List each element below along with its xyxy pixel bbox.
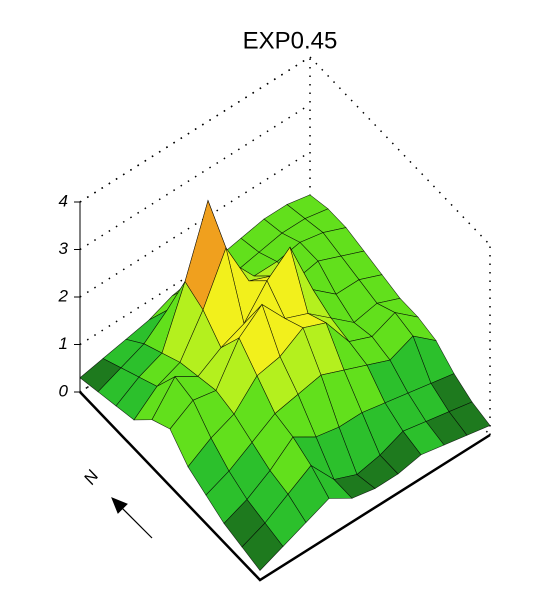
box-edge xyxy=(79,56,311,203)
z-tick-label: 2 xyxy=(58,286,69,305)
z-tick-label: 3 xyxy=(59,239,69,258)
z-tick-label: 0 xyxy=(59,381,69,400)
surface-patch xyxy=(241,522,284,571)
north-arrow xyxy=(111,497,153,539)
chart-title: EXP0.45 xyxy=(243,27,338,54)
grid-line xyxy=(79,56,311,203)
north-label: N xyxy=(80,466,103,488)
z-tick-label: 1 xyxy=(59,334,68,353)
base-edge xyxy=(79,391,491,582)
z-tick-label: 4 xyxy=(59,191,68,210)
box-edge xyxy=(309,56,491,246)
